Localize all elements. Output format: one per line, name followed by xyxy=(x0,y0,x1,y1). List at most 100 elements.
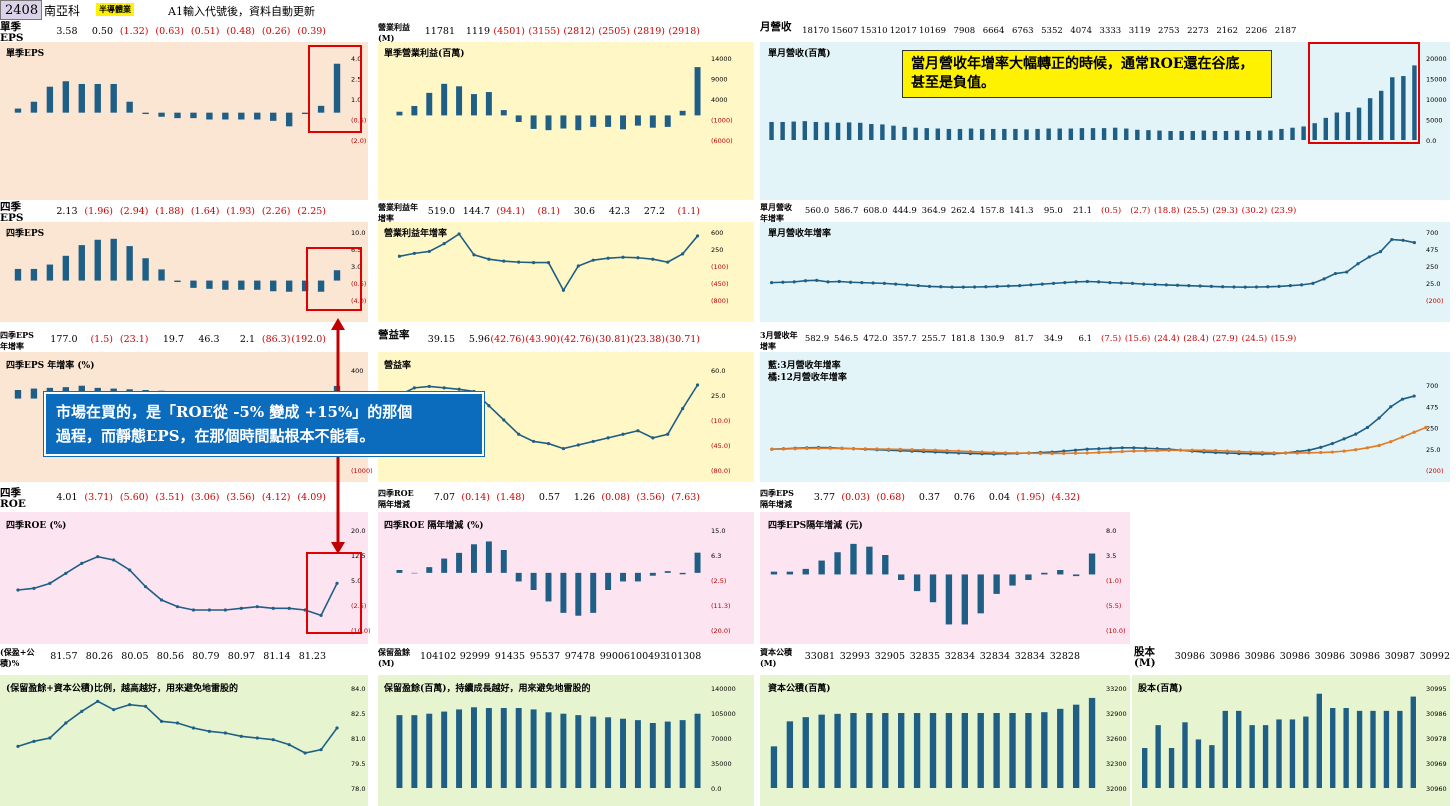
chart-bar xyxy=(396,715,403,788)
row-value: (86.3) xyxy=(261,334,291,345)
chart-bar xyxy=(957,128,963,140)
chart-point xyxy=(64,571,68,575)
title-ratio: (保留盈餘+資本公積)比例，越高越好，用來避免地雷股的 xyxy=(6,684,239,694)
chart-point xyxy=(1142,282,1146,286)
chart-point xyxy=(860,281,864,285)
row-value: 92999 xyxy=(459,651,490,662)
header-code[interactable]: 2408 xyxy=(0,0,42,20)
axis-tick-label: 5000 xyxy=(1426,117,1443,125)
title-rev-3m: 藍:3月營收年增率 xyxy=(768,361,841,371)
chart-point xyxy=(695,234,700,238)
chart-bar xyxy=(1316,693,1322,788)
row-value: 30986 xyxy=(1209,651,1240,662)
chart-bar xyxy=(142,112,149,115)
row-value: 519.0 xyxy=(427,206,455,217)
chart-bar xyxy=(770,571,778,575)
chart-bar xyxy=(238,280,245,290)
chart-point xyxy=(681,252,685,256)
chart-point xyxy=(159,719,164,723)
chart-bar xyxy=(880,124,885,140)
axis-tick-label: 4000 xyxy=(711,96,728,104)
chart-bar xyxy=(426,92,433,116)
axis-tick-label: 2.5 xyxy=(351,76,361,84)
chart-point xyxy=(1272,451,1276,455)
chart-bar xyxy=(560,713,567,788)
chart-bar xyxy=(500,550,507,573)
chart-point xyxy=(1018,284,1022,288)
chart-bar xyxy=(824,122,830,140)
row-value: 33081 xyxy=(804,651,835,662)
chart-bar xyxy=(270,112,277,121)
chart-point xyxy=(412,386,416,390)
chart-point xyxy=(781,447,786,451)
chart-bar xyxy=(993,574,1000,594)
chart-bar xyxy=(46,86,54,113)
axis-tick-label: 82.5 xyxy=(351,710,365,718)
chart-bar xyxy=(560,572,567,613)
chart-bar xyxy=(1179,130,1184,140)
chart-point xyxy=(606,436,610,440)
chart-point xyxy=(303,751,307,755)
axis-tick-label: 14000 xyxy=(711,55,732,63)
chart-bar xyxy=(1268,130,1273,140)
chart-point xyxy=(1266,285,1270,289)
chart-bar xyxy=(333,270,341,281)
chart-point xyxy=(1062,449,1066,453)
chart-bar xyxy=(590,115,597,127)
chart-bar xyxy=(158,269,165,281)
chart-point xyxy=(191,608,196,612)
chart-point xyxy=(319,613,323,617)
chart-bar xyxy=(317,105,325,113)
chart-point xyxy=(840,446,844,451)
chart-bar xyxy=(968,128,974,140)
row-value: (7.5) xyxy=(1101,334,1122,344)
chart-point xyxy=(1345,270,1349,274)
chart-point xyxy=(1412,394,1416,398)
chart-bar xyxy=(190,112,197,119)
chart-bar xyxy=(1190,130,1195,140)
chart-bar xyxy=(769,121,774,140)
chart-point xyxy=(531,261,536,265)
row-value: (1.48) xyxy=(496,492,525,503)
row-label: (保盈+公積)% xyxy=(0,647,35,668)
chart-point xyxy=(770,281,774,285)
chart-point xyxy=(1319,450,1323,455)
row-value: (1.32) xyxy=(119,26,149,37)
axis-tick-label: (450) xyxy=(711,280,728,288)
chart-point xyxy=(143,704,148,708)
row-value: 34.9 xyxy=(1043,334,1063,344)
axis-tick-label: (200) xyxy=(1426,467,1443,475)
chart-bar xyxy=(515,115,522,122)
chart-bar xyxy=(78,83,85,113)
axis-tick-label: (2.5) xyxy=(351,602,366,610)
row-value: (30.81) xyxy=(595,334,630,345)
chart-bar xyxy=(620,718,627,788)
title-roe-diff: 四季ROE 隔年增減 (%) xyxy=(384,521,484,531)
chart-bar xyxy=(835,122,841,140)
chart-point xyxy=(1319,445,1323,449)
chart-point xyxy=(695,383,700,387)
row-label: 四季EPS隔年增減 xyxy=(760,488,794,509)
row-value: 3.77 xyxy=(813,492,835,503)
axis-tick-label: 20.0 xyxy=(351,527,365,535)
axis-tick-label: 250 xyxy=(1426,425,1438,433)
chart-bar xyxy=(1013,128,1018,140)
row-value: 5.96 xyxy=(468,334,490,345)
chart-point xyxy=(1003,451,1008,455)
row-value: 32835 xyxy=(909,651,940,662)
chart-point xyxy=(1243,285,1247,289)
chart-bar xyxy=(634,115,641,126)
row-label: 四季EPS年增率 xyxy=(0,330,34,351)
chart-bar xyxy=(802,717,809,788)
chart-bar xyxy=(456,552,463,573)
chart-point xyxy=(1202,448,1206,452)
chart-bar xyxy=(270,280,277,292)
chart-bar xyxy=(850,543,857,575)
chart-point xyxy=(1333,271,1338,276)
axis-tick-label: 15000 xyxy=(1426,76,1447,84)
chart-bar xyxy=(858,122,863,140)
chart-point xyxy=(933,448,937,452)
header-industry: 半導體業 xyxy=(96,3,134,16)
row-value: (1.64) xyxy=(190,206,220,217)
panel-bg-rev-3m12m xyxy=(760,352,1450,482)
